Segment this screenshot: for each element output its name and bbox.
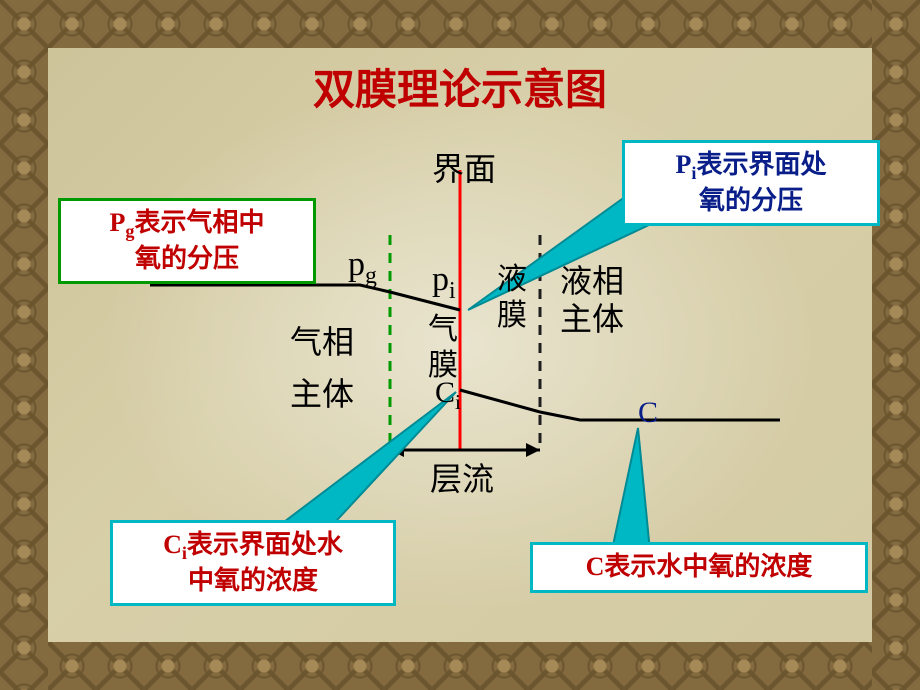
pg-callout: Pg表示气相中氧的分压 bbox=[58, 198, 316, 284]
c-line bbox=[460, 390, 780, 420]
pi-label: pi bbox=[432, 260, 456, 305]
laminar-label: 层流 bbox=[430, 460, 494, 498]
pg-label: pg bbox=[348, 245, 377, 290]
pi-callout: Pi表示界面处氧的分压 bbox=[622, 140, 880, 226]
slide: 双膜理论示意图 界面pgpiCiC气膜液膜气相主体液相主体层流 Pg表示气相中氧… bbox=[0, 0, 920, 690]
gas-film-label: 气膜 bbox=[428, 312, 458, 384]
p-line bbox=[150, 285, 460, 310]
interface-label: 界面 bbox=[432, 150, 496, 188]
liquid-bulk-label: 液相主体 bbox=[560, 262, 624, 339]
gas-bulk-label: 气相主体 bbox=[290, 316, 354, 420]
c-callout: C表示水中氧的浓度 bbox=[530, 542, 868, 593]
liquid-film-label: 液膜 bbox=[497, 262, 527, 334]
laminar-arrow bbox=[390, 443, 540, 457]
page-title: 双膜理论示意图 bbox=[0, 56, 920, 117]
ci-callout: Ci表示界面处水中氧的浓度 bbox=[110, 520, 396, 606]
c-label: C bbox=[638, 395, 658, 431]
